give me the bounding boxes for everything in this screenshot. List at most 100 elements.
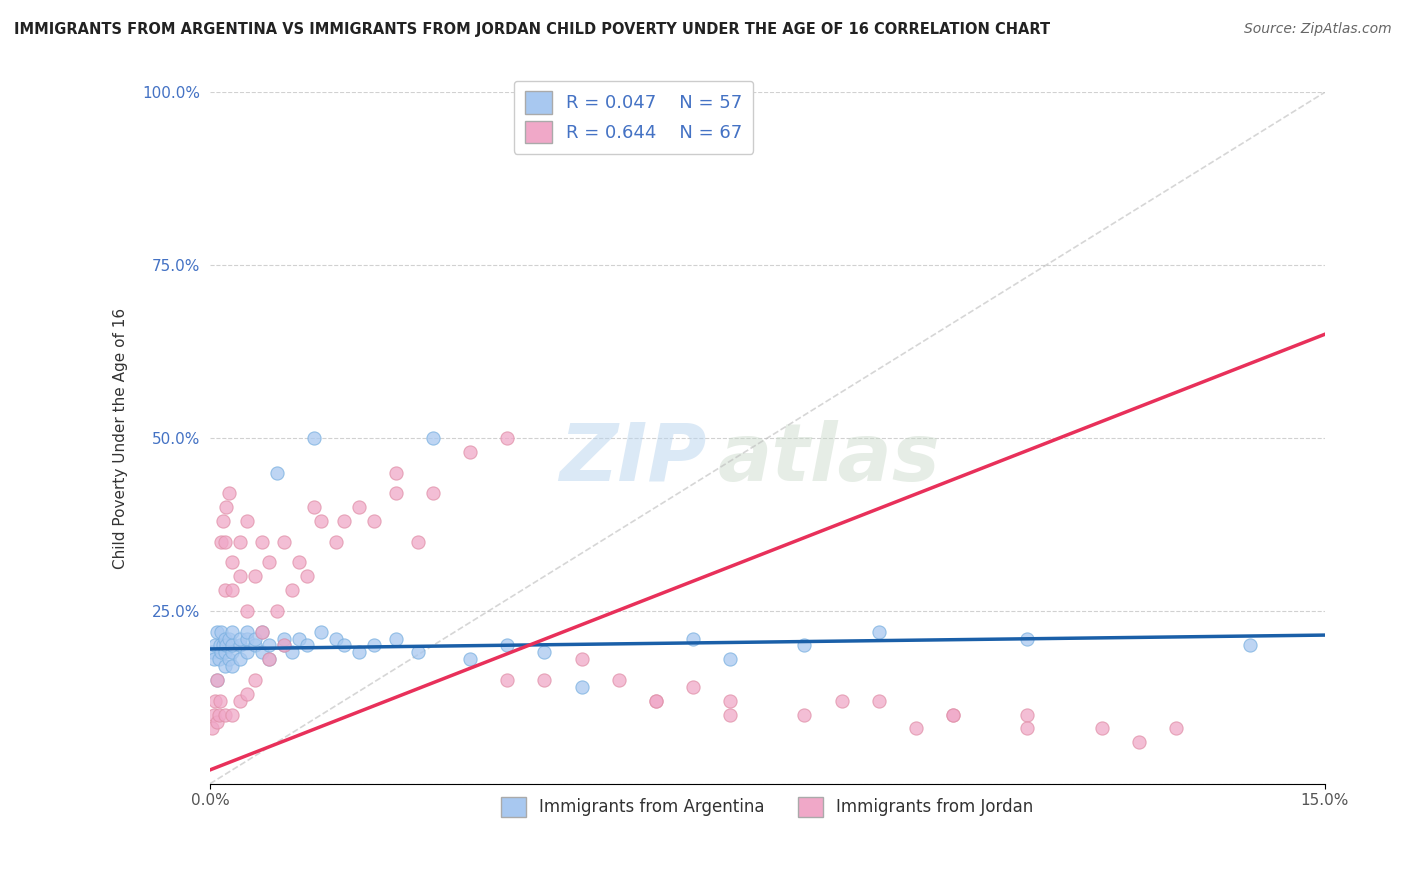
Point <box>208 639 231 653</box>
Point <box>236 645 259 659</box>
Point <box>904 722 927 736</box>
Y-axis label: Child Poverty Under the Age of 16: Child Poverty Under the Age of 16 <box>114 308 128 568</box>
Point <box>204 639 226 653</box>
Point <box>236 514 259 528</box>
Point <box>259 639 281 653</box>
Point <box>311 514 333 528</box>
Point <box>868 624 890 639</box>
Point <box>281 583 304 598</box>
Point <box>215 639 238 653</box>
Point <box>406 645 429 659</box>
Point <box>718 652 741 666</box>
Point <box>311 624 333 639</box>
Point <box>229 652 252 666</box>
Point <box>831 694 853 708</box>
Point <box>422 486 444 500</box>
Point <box>236 632 259 646</box>
Text: ZIP: ZIP <box>558 420 706 498</box>
Point <box>644 694 666 708</box>
Point <box>1017 632 1039 646</box>
Point <box>229 534 252 549</box>
Point <box>214 645 236 659</box>
Point <box>793 707 815 722</box>
Point <box>607 673 630 687</box>
Point <box>236 624 259 639</box>
Point <box>266 466 288 480</box>
Point <box>208 694 231 708</box>
Point <box>221 583 243 598</box>
Point <box>1091 722 1114 736</box>
Point <box>281 645 304 659</box>
Point <box>229 639 252 653</box>
Point <box>207 624 229 639</box>
Point <box>363 639 385 653</box>
Point <box>571 680 593 694</box>
Point <box>214 534 236 549</box>
Point <box>302 500 325 515</box>
Point <box>1164 722 1187 736</box>
Point <box>571 652 593 666</box>
Point <box>214 632 236 646</box>
Text: Source: ZipAtlas.com: Source: ZipAtlas.com <box>1244 22 1392 37</box>
Point <box>218 652 240 666</box>
Point <box>209 624 232 639</box>
Point <box>208 652 231 666</box>
Point <box>385 486 408 500</box>
Point <box>221 659 243 673</box>
Point <box>533 673 555 687</box>
Point <box>325 632 347 646</box>
Point <box>250 645 273 659</box>
Point <box>644 694 666 708</box>
Point <box>214 583 236 598</box>
Point <box>243 673 266 687</box>
Point <box>422 431 444 445</box>
Point <box>209 645 232 659</box>
Point <box>202 707 225 722</box>
Text: atlas: atlas <box>717 420 941 498</box>
Point <box>325 534 347 549</box>
Point <box>496 673 519 687</box>
Point <box>942 707 965 722</box>
Point <box>385 632 408 646</box>
Point <box>202 652 225 666</box>
Point <box>868 694 890 708</box>
Point <box>333 514 356 528</box>
Point <box>793 639 815 653</box>
Point <box>385 466 408 480</box>
Point <box>718 707 741 722</box>
Point <box>207 673 229 687</box>
Point <box>458 652 481 666</box>
Point <box>236 604 259 618</box>
Point <box>266 604 288 618</box>
Point <box>347 645 370 659</box>
Point <box>533 645 555 659</box>
Point <box>229 569 252 583</box>
Point <box>214 659 236 673</box>
Point <box>201 722 224 736</box>
Point <box>718 694 741 708</box>
Point <box>273 632 295 646</box>
Point <box>207 673 229 687</box>
Point <box>221 556 243 570</box>
Point <box>406 534 429 549</box>
Point <box>209 534 232 549</box>
Point <box>347 500 370 515</box>
Point <box>221 624 243 639</box>
Point <box>333 639 356 653</box>
Point <box>273 534 295 549</box>
Point <box>259 652 281 666</box>
Point <box>236 687 259 701</box>
Point <box>1239 639 1261 653</box>
Point <box>1017 722 1039 736</box>
Point <box>942 707 965 722</box>
Point <box>259 652 281 666</box>
Point <box>458 445 481 459</box>
Point <box>363 514 385 528</box>
Point <box>229 694 252 708</box>
Point <box>288 632 311 646</box>
Point <box>1128 735 1150 749</box>
Point <box>208 707 231 722</box>
Point <box>207 714 229 729</box>
Point <box>250 624 273 639</box>
Point <box>1017 707 1039 722</box>
